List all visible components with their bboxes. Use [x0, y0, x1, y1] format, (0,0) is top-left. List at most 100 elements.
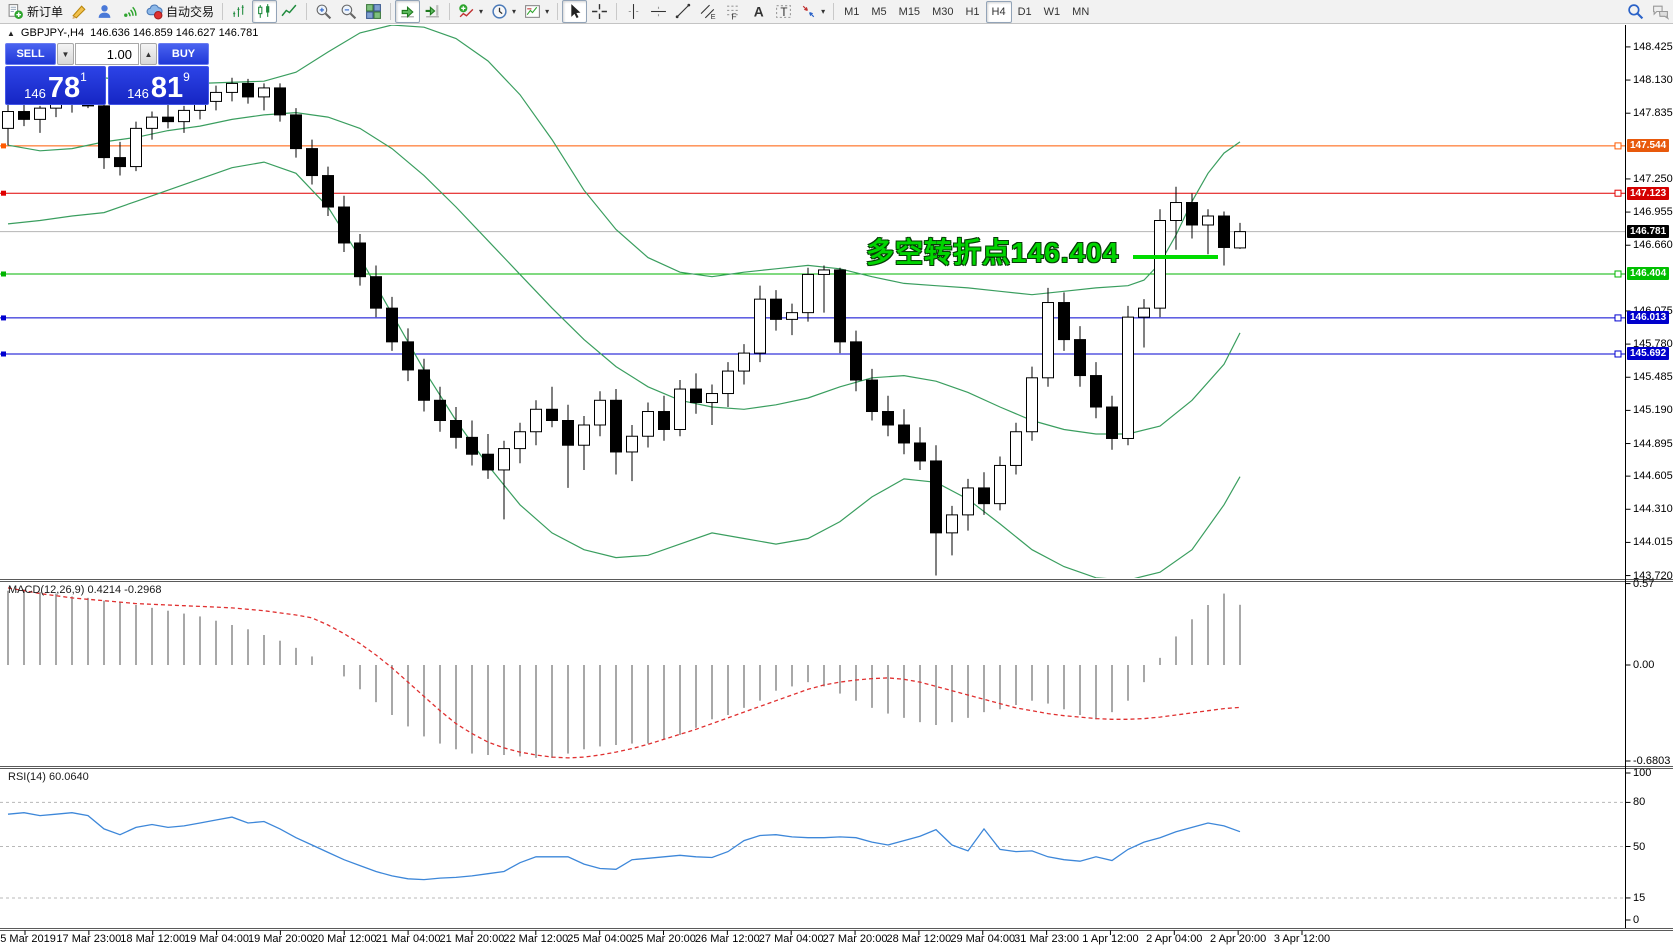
horizontal-line-tool-button[interactable] [646, 0, 671, 23]
mql5-community-button[interactable] [92, 0, 117, 23]
periods-menu-button[interactable]: ▾ [487, 0, 520, 23]
rsi-axis-label: 100 [1633, 767, 1652, 779]
bollinger-upper-band [7, 25, 1241, 296]
crosshair-tool-button[interactable] [587, 0, 612, 23]
collapse-panel-icon[interactable]: ▲ [7, 28, 15, 38]
indicators-menu-button[interactable]: ▾ [454, 0, 487, 23]
svg-text:T: T [780, 6, 787, 19]
candle [562, 404, 574, 488]
sell-button[interactable]: SELL [5, 43, 56, 65]
chart-shift-icon [425, 5, 439, 18]
timeframe-m1-button[interactable]: M1 [844, 5, 860, 18]
tile-windows-icon [366, 4, 381, 19]
candle [802, 267, 814, 322]
auto-scroll-icon [401, 6, 414, 19]
toolbar-separator [390, 3, 392, 20]
line-right-marker [1614, 270, 1622, 278]
candle [898, 409, 910, 455]
volume-input[interactable] [75, 43, 139, 65]
time-axis-label: 3 Apr 12:00 [1273, 933, 1331, 945]
candle [418, 358, 430, 412]
line-right-marker [1614, 350, 1622, 358]
chat-button[interactable] [1648, 0, 1673, 23]
line-right-marker [1614, 314, 1622, 322]
fibonacci-tool-button[interactable]: F [721, 0, 746, 23]
text-tool-button[interactable]: A [746, 0, 771, 23]
candle [178, 105, 190, 133]
bar-chart-mode-button[interactable] [227, 0, 252, 23]
bollinger-middle-band [7, 111, 1241, 435]
current-price-label: 146.781 [1627, 225, 1670, 239]
timeframe-d1-button[interactable]: D1 [1017, 5, 1032, 18]
timeframe-m15-button[interactable]: M15 [898, 5, 921, 18]
auto-trading-button[interactable]: 自动交易 [142, 0, 218, 23]
time-axis-label: 18 Mar 12:00 [120, 933, 186, 945]
tile-windows-button[interactable] [361, 0, 386, 23]
timeframe-h4-button[interactable]: H4 [985, 0, 1012, 23]
arrows-tool-button[interactable]: ▾ [796, 0, 829, 23]
buy-price-box[interactable]: 146 81 9 [108, 66, 209, 105]
candle [786, 303, 798, 336]
time-axis-label: 26 Mar 12:00 [694, 933, 760, 945]
timeframe-h1-button[interactable]: H1 [965, 5, 980, 18]
templates-menu-button[interactable]: ▾ [520, 0, 553, 23]
zoom-out-button[interactable] [336, 0, 361, 23]
timeframe-w1-button[interactable]: W1 [1043, 5, 1061, 18]
timeframe-m5-button[interactable]: M5 [871, 5, 887, 18]
rsi-axis-label: 50 [1633, 840, 1646, 853]
vertical-line-icon [628, 4, 639, 19]
price-tick-label: 148.130 [1633, 74, 1673, 87]
candle [354, 233, 366, 286]
zoom-in-button[interactable] [311, 0, 336, 23]
price-tick-label: 145.780 [1633, 338, 1673, 351]
candle [498, 440, 510, 520]
candle [242, 78, 254, 104]
sell-price-box[interactable]: 146 78 1 [5, 66, 106, 105]
timeframe-mn-button[interactable]: MN [1072, 5, 1090, 18]
channel-tool-button[interactable]: E [696, 0, 721, 23]
svg-text:F: F [731, 11, 736, 20]
chart-bars-icon [233, 5, 244, 17]
buy-price-pip: 9 [183, 70, 190, 84]
search-button[interactable] [1623, 0, 1648, 23]
label-tool-button[interactable]: T [771, 0, 796, 23]
time-axis-label: 2 Apr 04:00 [1146, 933, 1203, 945]
macd-signal-line [7, 587, 1241, 759]
zoom-out-icon [341, 4, 357, 20]
timeframe-m30-button[interactable]: M30 [932, 5, 954, 18]
candle [210, 85, 222, 111]
volume-decrease-button[interactable]: ▼ [57, 43, 74, 65]
buy-price-main: 81 [150, 72, 184, 104]
time-axis-label: 22 Mar 12:00 [503, 933, 569, 945]
text-label-icon: T [776, 5, 792, 19]
line-chart-mode-button[interactable] [277, 0, 302, 23]
vertical-line-tool-button[interactable] [621, 0, 646, 23]
trendline-tool-button[interactable] [671, 0, 696, 23]
fibonacci-icon: F [727, 5, 740, 20]
toolbar-separator [557, 3, 559, 20]
line-left-marker [1, 351, 6, 357]
time-axis-label: 20 Mar 12:00 [311, 933, 377, 945]
metaeditor-button[interactable] [67, 0, 92, 23]
ohlc-values: 146.636 146.859 146.627 146.781 [90, 27, 259, 39]
new-order-button[interactable]: 新订单 [3, 0, 67, 23]
dropdown-caret-icon: ▾ [821, 7, 826, 16]
volume-increase-button[interactable]: ▲ [140, 43, 157, 65]
candle-chart-mode-button[interactable] [252, 0, 278, 23]
cursor-tool-button[interactable] [562, 0, 588, 23]
signals-button[interactable] [117, 0, 142, 23]
price-tick-label: 144.015 [1633, 536, 1673, 549]
dropdown-caret-icon: ▾ [512, 7, 517, 16]
horizontal-line-icon [651, 6, 667, 17]
buy-button[interactable]: BUY [158, 43, 209, 65]
line-left-marker [1, 143, 6, 149]
buy-price-prefix: 146 [127, 86, 149, 101]
auto-scroll-button[interactable] [395, 0, 421, 23]
time-axis-label: 25 Mar 20:00 [631, 933, 696, 945]
candle [626, 425, 638, 482]
line-left-marker [1, 271, 6, 277]
macd-axis-label: -0.6803 [1633, 755, 1671, 767]
chart-shift-button[interactable] [420, 0, 445, 23]
price-tick-label: 143.720 [1633, 569, 1673, 582]
